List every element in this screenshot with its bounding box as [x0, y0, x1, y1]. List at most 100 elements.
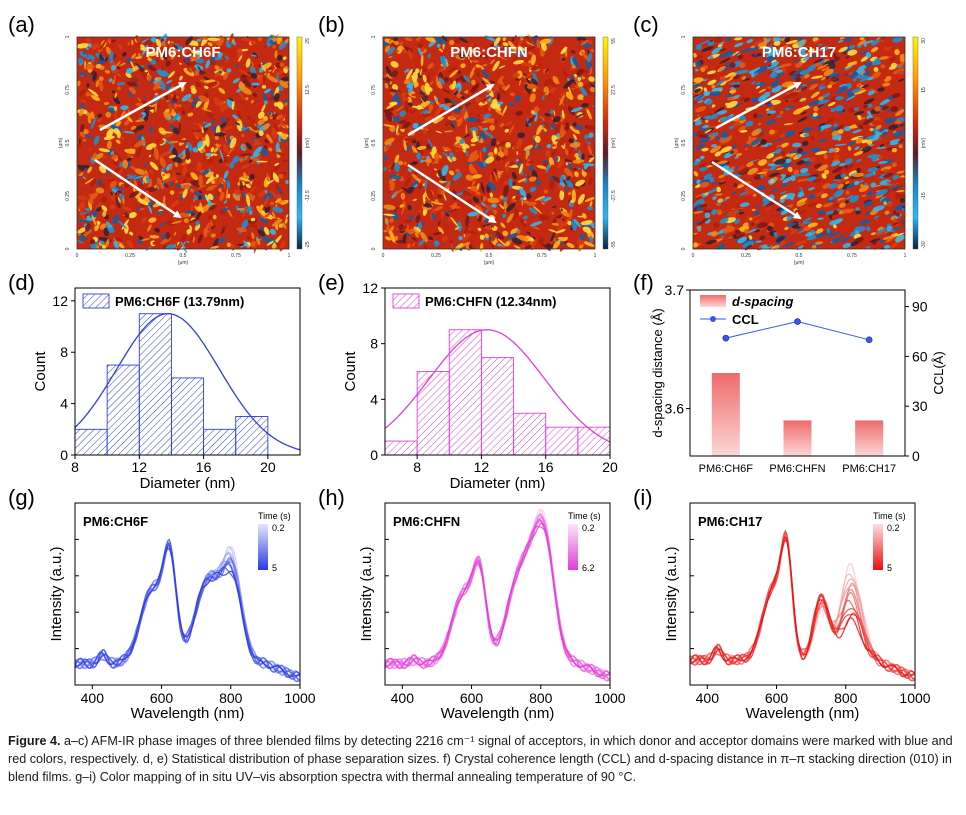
afm-domain	[207, 37, 220, 42]
afm-domain	[539, 196, 550, 201]
afm-domain	[564, 179, 574, 188]
afm-domain	[894, 109, 905, 117]
afm-domain	[112, 90, 115, 94]
afm-domain	[780, 209, 789, 215]
afm-domain	[398, 224, 404, 230]
afm-domain	[701, 46, 714, 52]
afm-domain	[766, 153, 775, 159]
afm-domain	[250, 99, 254, 104]
afm-domain	[186, 237, 192, 240]
afm-domain	[821, 76, 826, 81]
afm-domain	[524, 175, 531, 179]
afm-domain	[784, 242, 795, 247]
afm-domain	[218, 87, 226, 94]
afm-domain	[173, 45, 178, 50]
afm-domain	[878, 185, 890, 190]
afm-domain	[870, 47, 879, 53]
afm-domain	[472, 196, 480, 204]
afm-domain	[445, 213, 450, 217]
afm-domain	[897, 138, 905, 144]
afm-domain	[111, 154, 119, 160]
afm-domain	[272, 38, 276, 42]
afm-domain	[129, 231, 134, 236]
colorbar-unit: (mV)	[305, 137, 311, 148]
afm-domain	[864, 210, 872, 216]
afm-domain	[386, 164, 392, 170]
afm-domain	[270, 66, 275, 72]
afm-domain	[261, 62, 272, 70]
afm-domain	[890, 106, 898, 112]
afm-domain	[877, 87, 885, 92]
afm-domain	[246, 127, 251, 132]
afm-domain	[816, 63, 829, 70]
afm-domain	[140, 238, 151, 241]
afm-domain	[137, 53, 141, 58]
afm-domain	[284, 38, 290, 44]
afm-domain	[229, 137, 237, 149]
afm-domain	[470, 143, 476, 147]
afm-domain	[259, 226, 266, 230]
afm-domain	[236, 110, 242, 119]
afm-domain	[844, 65, 853, 71]
afm-domain	[432, 174, 436, 177]
afm-domain	[89, 239, 95, 244]
afm-domain	[475, 72, 481, 78]
afm-domain	[579, 233, 586, 241]
afm-domain	[385, 224, 390, 232]
afm-domain	[488, 235, 492, 248]
afm-domain	[227, 193, 231, 199]
afm-domain	[505, 142, 511, 148]
afm-ytick: 0.75	[681, 85, 687, 95]
afm-domain	[137, 180, 145, 190]
afm-domain	[398, 167, 408, 177]
afm-domain	[567, 78, 570, 81]
afm-domain	[822, 183, 831, 189]
afm-domain	[113, 74, 116, 82]
afm-domain	[873, 67, 879, 72]
afm-domain	[90, 243, 97, 250]
afm-domain	[786, 222, 797, 228]
afm-domain	[828, 196, 834, 201]
afm-domain	[165, 111, 172, 120]
afm-domain	[865, 191, 875, 196]
afm-domain	[394, 49, 399, 53]
afm-domain	[490, 59, 495, 65]
afm-domain	[484, 144, 493, 154]
afm-domain	[222, 71, 229, 80]
afm-domain	[399, 41, 404, 45]
afm-domain	[783, 122, 794, 126]
afm-domain	[772, 138, 785, 142]
panel-label-g: (g)	[8, 485, 35, 510]
panel-label-h: (h)	[318, 485, 345, 510]
afm-domain	[795, 61, 803, 68]
afm-domain	[160, 210, 169, 217]
afm-domain	[768, 106, 775, 111]
afm-domain	[844, 158, 853, 165]
afm-domain	[898, 144, 903, 149]
afm-domain	[185, 145, 188, 149]
afm-domain	[588, 132, 594, 138]
afm-domain	[272, 45, 276, 49]
afm-domain	[435, 211, 442, 223]
afm-domain	[153, 185, 158, 189]
afm-domain	[498, 47, 505, 54]
afm-domain	[525, 148, 530, 160]
afm-domain	[185, 242, 188, 245]
y-tick-label: 4	[60, 396, 68, 412]
afm-domain	[791, 57, 800, 62]
afm-domain	[498, 87, 506, 94]
afm-domain	[158, 70, 169, 77]
afm-domain	[514, 35, 518, 46]
afm-domain	[441, 146, 452, 152]
afm-domain	[166, 227, 176, 233]
afm-domain	[85, 91, 91, 97]
afm-domain	[77, 219, 90, 223]
afm-domain	[866, 226, 871, 232]
afm-domain	[399, 204, 404, 208]
afm-domain	[591, 209, 595, 213]
afm-domain	[459, 106, 466, 119]
afm-domain	[703, 210, 713, 213]
afm-domain	[413, 83, 418, 88]
afm-domain	[438, 48, 444, 53]
afm-domain	[283, 210, 290, 216]
